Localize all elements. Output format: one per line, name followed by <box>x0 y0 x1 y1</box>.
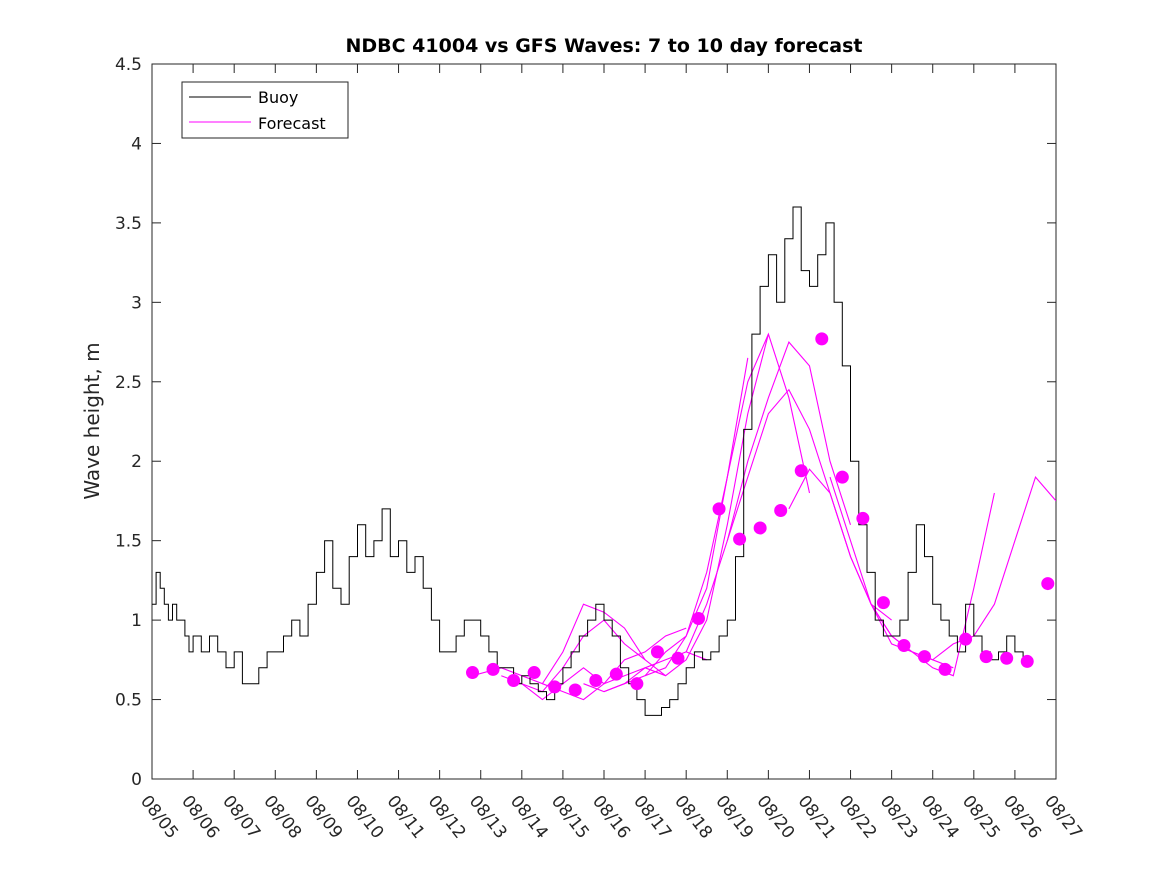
forecast-marker <box>548 680 562 694</box>
forecast-marker <box>918 650 932 664</box>
legend-forecast-label: Forecast <box>258 114 326 133</box>
y-tick-label: 4 <box>131 134 142 154</box>
forecast-line <box>685 341 852 653</box>
y-tick-label: 0.5 <box>115 691 142 711</box>
series-group <box>152 206 1056 716</box>
forecast-marker <box>507 673 521 687</box>
forecast-marker <box>815 332 829 346</box>
forecast-marker <box>486 662 500 676</box>
y-tick-label: 3 <box>131 293 142 313</box>
forecast-marker <box>876 596 890 610</box>
forecast-marker <box>1041 577 1055 591</box>
chart-title: NDBC 41004 vs GFS Waves: 7 to 10 day for… <box>345 35 862 57</box>
y-tick-label: 0 <box>131 770 142 790</box>
forecast-marker <box>589 673 603 687</box>
forecast-marker <box>692 612 706 626</box>
y-tick-label: 2 <box>131 452 142 472</box>
forecast-marker <box>1020 654 1034 668</box>
forecast-marker <box>856 511 870 525</box>
legend-box <box>181 81 349 139</box>
y-axis-label: Wave height, m <box>80 342 104 499</box>
forecast-line <box>603 333 769 693</box>
forecast-marker <box>897 639 911 653</box>
y-tick-label: 4.5 <box>115 55 142 75</box>
legend-buoy-label: Buoy <box>258 88 298 107</box>
forecast-marker <box>774 503 788 517</box>
legend: Buoy Forecast <box>181 81 349 139</box>
forecast-marker <box>650 645 664 659</box>
forecast-marker <box>979 650 993 664</box>
y-tick-label: 2.5 <box>115 373 142 393</box>
forecast-marker <box>527 666 541 680</box>
forecast-marker <box>712 502 726 516</box>
forecast-marker <box>568 683 582 697</box>
forecast-marker <box>753 521 767 535</box>
y-tick-label: 1.5 <box>115 532 142 552</box>
forecast-marker <box>938 662 952 676</box>
forecast-marker <box>630 677 644 691</box>
forecast-marker <box>835 470 849 484</box>
y-tick-label: 1 <box>131 611 142 631</box>
forecast-marker <box>794 464 808 478</box>
forecast-marker <box>671 651 685 665</box>
forecast-marker <box>733 532 747 546</box>
forecast-marker <box>609 667 623 681</box>
forecast-marker <box>466 666 480 680</box>
buoy-line <box>152 206 1024 716</box>
forecast-line <box>472 603 646 685</box>
y-tick-label: 3.5 <box>115 214 142 234</box>
forecast-marker <box>1000 651 1014 665</box>
forecast-marker <box>959 632 973 646</box>
